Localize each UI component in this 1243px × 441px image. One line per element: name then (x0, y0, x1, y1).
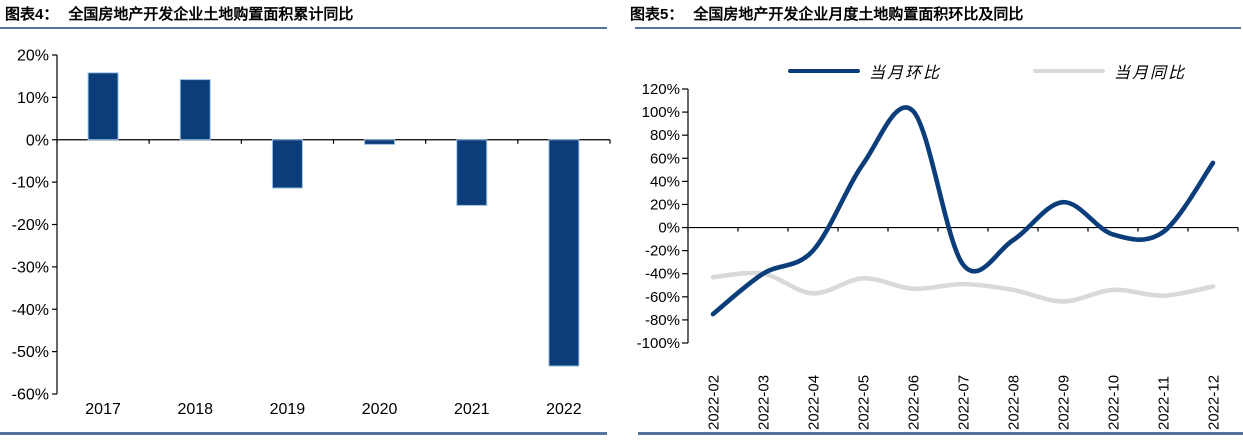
x-tick-label: 2022-09 (1056, 375, 1073, 430)
legend-item-mom: 当月环比 (788, 62, 942, 82)
bar-2022 (548, 139, 580, 367)
x-tick-label: 2020 (362, 401, 398, 418)
y-tick-label: -50% (12, 344, 49, 361)
x-tick-label: 2022-11 (1156, 376, 1173, 430)
y-tick-label: 20% (650, 196, 680, 213)
x-tick-label: 2017 (85, 401, 121, 418)
y-tick-label: -80% (645, 312, 680, 329)
bar-2019 (271, 139, 303, 189)
figure-title: 图表4： 全国房地产开发企业土地购置面积累计同比 (5, 3, 353, 24)
figure-number: 图表4： (5, 6, 59, 23)
y-tick-label: -60% (645, 289, 680, 306)
bar-chart-cumulative-yoy: 20% 10% 0% -10% -20% -30% -40% -50% -60% 2017 2018… (12, 48, 611, 418)
y-tick-label: 0% (658, 220, 680, 237)
y-tick-label: -40% (645, 266, 680, 283)
x-tick-label: 2022-03 (756, 375, 773, 430)
line-chart-monthly-mom-yoy: 120% 100% 80% 60% 40% 20% 0% -20% -40% -60% -80% -1… (637, 81, 1239, 430)
y-tick-label: 100% (642, 104, 680, 121)
x-tick-label: 2022-06 (906, 375, 923, 430)
bar-2017 (87, 72, 119, 141)
legend-item-yoy: 当月同比 (1033, 62, 1187, 82)
y-tick-label: -20% (12, 217, 49, 234)
y-tick-label: 40% (650, 173, 680, 190)
x-tick-label: 2022-12 (1206, 375, 1223, 430)
bar-2020 (364, 139, 396, 145)
bar-2018 (179, 79, 211, 141)
series-line-当月环比 (710, 105, 1216, 317)
yoy-line-swatch (1033, 69, 1105, 73)
legend-label-mom: 当月环比 (869, 65, 942, 82)
y-tick-label: -30% (12, 259, 49, 276)
x-tick-label: 2022-05 (856, 375, 873, 430)
x-tick-label: 2022-07 (956, 375, 973, 430)
y-tick-label: 20% (17, 48, 49, 65)
mom-line-swatch (788, 69, 860, 73)
bar-plot-area: 20% 10% 0% -10% -20% -30% -40% -50% -60% 2017 2018… (12, 48, 611, 418)
x-tick-label: 2022-08 (1006, 375, 1023, 430)
x-tick-label: 2022 (546, 401, 582, 418)
figure-title-text: 全国房地产开发企业月度土地购置面积环比及同比 (693, 6, 1024, 23)
y-tick-label: 0% (26, 132, 49, 149)
y-tick-label: -60% (12, 387, 49, 404)
figure-panel-4: 图表4： 全国房地产开发企业土地购置面积累计同比 20% 10% 0% -10% -20%… (0, 0, 618, 441)
y-tick-label: -20% (645, 243, 680, 260)
x-tick-label: 2021 (454, 401, 490, 418)
figure-bottom-rule (638, 432, 1243, 435)
figure-bottom-rule (0, 432, 607, 435)
figure-title-text: 全国房地产开发企业土地购置面积累计同比 (68, 6, 354, 23)
bar-2021 (456, 139, 488, 206)
series-line-当月同比 (710, 270, 1216, 304)
title-underline (0, 27, 607, 29)
figure-number: 图表5： (630, 6, 684, 23)
x-tick-label: 2022-04 (806, 375, 823, 430)
y-tick-label: -40% (12, 302, 49, 319)
x-tick-label: 2018 (177, 401, 213, 418)
legend-label-yoy: 当月同比 (1114, 65, 1187, 82)
y-tick-label: 60% (650, 150, 680, 167)
figure-title: 图表5： 全国房地产开发企业月度土地购置面积环比及同比 (630, 3, 1023, 24)
y-tick-label: -100% (637, 335, 680, 352)
x-tick-label: 2019 (270, 401, 306, 418)
y-tick-label: 10% (17, 90, 49, 107)
chart-legend: 当月环比 当月同比 (625, 62, 1243, 82)
y-tick-label: 120% (642, 81, 680, 98)
line-plot-area: 120% 100% 80% 60% 40% 20% 0% -20% -40% -60% -80% -1… (637, 81, 1239, 430)
x-tick-label: 2022-10 (1106, 375, 1123, 430)
x-tick-label: 2022-02 (706, 375, 723, 430)
figure-panel-5: 图表5： 全国房地产开发企业月度土地购置面积环比及同比 120% 100% 80% 60… (625, 0, 1243, 441)
y-tick-label: 80% (650, 127, 680, 144)
title-underline (635, 27, 1241, 29)
y-tick-label: -10% (12, 175, 49, 192)
